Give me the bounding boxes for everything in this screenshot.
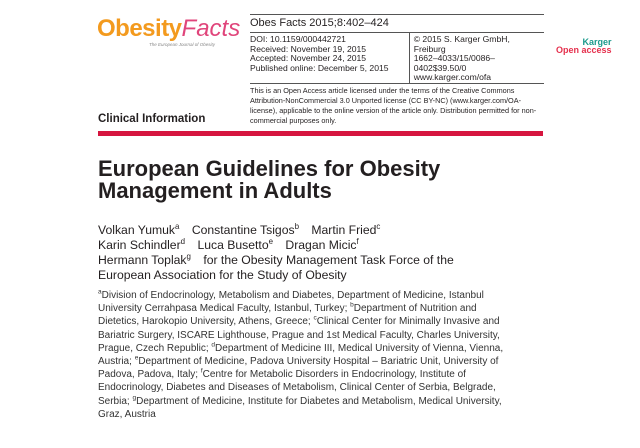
section-label: Clinical Information [98,113,206,125]
author-list: Volkan Yumuka Constantine Tsigosb Martin… [98,221,458,283]
affiliation-text: Centre for Metabolic Disorders in Endocr… [98,369,496,407]
author-text: Karin Schindler [98,238,181,252]
published-date: Published online: December 5, 2015 [250,62,389,73]
article-title: European Guidelines for Obesity Manageme… [98,156,441,203]
karger-open-access-logo: Karger Open access [556,37,612,55]
received-date: Received: November 19, 2015 [250,43,367,54]
affiliation-text: Department of Medicine III, Medical Univ… [98,342,504,368]
open-access-label: Open access [556,45,612,55]
affiliations: aDivision of Endocrinology, Metabolism a… [98,289,514,421]
affiliation-mark: d [211,341,216,349]
logo-word-facts: Facts [181,15,241,42]
affiliation-text: Department of Nutrition and Dietetics, H… [98,303,477,328]
publisher-info: © 2015 S. Karger GmbH, Freiburg 1662–403… [410,33,544,83]
author-affiliation-mark: g [186,251,191,261]
author-name: Hermann Toplakg [98,251,191,267]
license-text: This is an Open Access article licensed … [250,85,537,125]
issn-price: 1662–4033/15/0086–0402$39.50/0 [413,53,495,73]
author-text: Volkan Yumuk [98,223,176,237]
accepted-date: Accepted: November 24, 2015 [250,53,367,64]
author-name: Martin Friedc [311,221,381,237]
task-force: for the Obesity Management Task Force of… [98,253,454,282]
author-name: Luca Busettoe [197,236,274,252]
author-affiliation-mark: f [356,236,359,246]
affiliation-mark: a [98,288,102,296]
author-text: Constantine Tsigos [191,223,295,237]
article-header-box: Obes Facts 2015;8:402–424 DOI: 10.1159/0… [250,14,544,126]
journal-logo: ObesityFacts The European Journal of Obe… [97,15,247,48]
affiliation-text: Department of Medicine, Padova Universit… [98,356,499,381]
author-name: Dragan Micicf [285,236,359,252]
affiliation-mark: f [200,367,203,375]
accent-divider [98,131,543,136]
affiliation-mark: g [132,394,137,402]
author-affiliation-mark: d [180,236,186,246]
doi[interactable]: DOI: 10.1159/000442721 [250,34,346,44]
journal-url[interactable]: www.karger.com/ofa [413,72,492,83]
karger-label: Karger [582,37,612,47]
author-name: Karin Schindlerd [98,236,186,252]
author-text: Luca Busetto [197,238,269,252]
journal-reference: Obes Facts 2015;8:402–424 [250,15,544,33]
author-name: Constantine Tsigosb [191,221,299,237]
author-name: Volkan Yumuka [98,221,180,237]
affiliation-mark: e [134,354,139,362]
article-dates: DOI: 10.1159/000442721 Received: Novembe… [250,33,410,83]
author-text: Hermann Toplak [98,253,187,267]
affiliation-mark: b [350,301,354,309]
author-text: Dragan Micic [285,238,357,252]
copyright: © 2015 S. Karger GmbH, Freiburg [413,34,510,54]
affiliation-text: Department of Medicine, Institute for Di… [98,395,502,420]
affiliation-text: Clinical Center for Minimally Invasive a… [98,316,500,354]
author-affiliation-mark: a [175,221,180,231]
affiliation-mark: c [313,315,317,323]
author-text: Martin Fried [311,223,377,237]
author-affiliation-mark: e [268,236,274,246]
affiliation-text: Division of Endocrinology, Metabolism an… [98,290,484,315]
logo-word-obesity: Obesity [97,15,182,42]
author-affiliation-mark: c [376,221,381,231]
author-affiliation-mark: b [294,221,299,231]
logo-tagline: The European Journal of Obesity [149,42,216,47]
